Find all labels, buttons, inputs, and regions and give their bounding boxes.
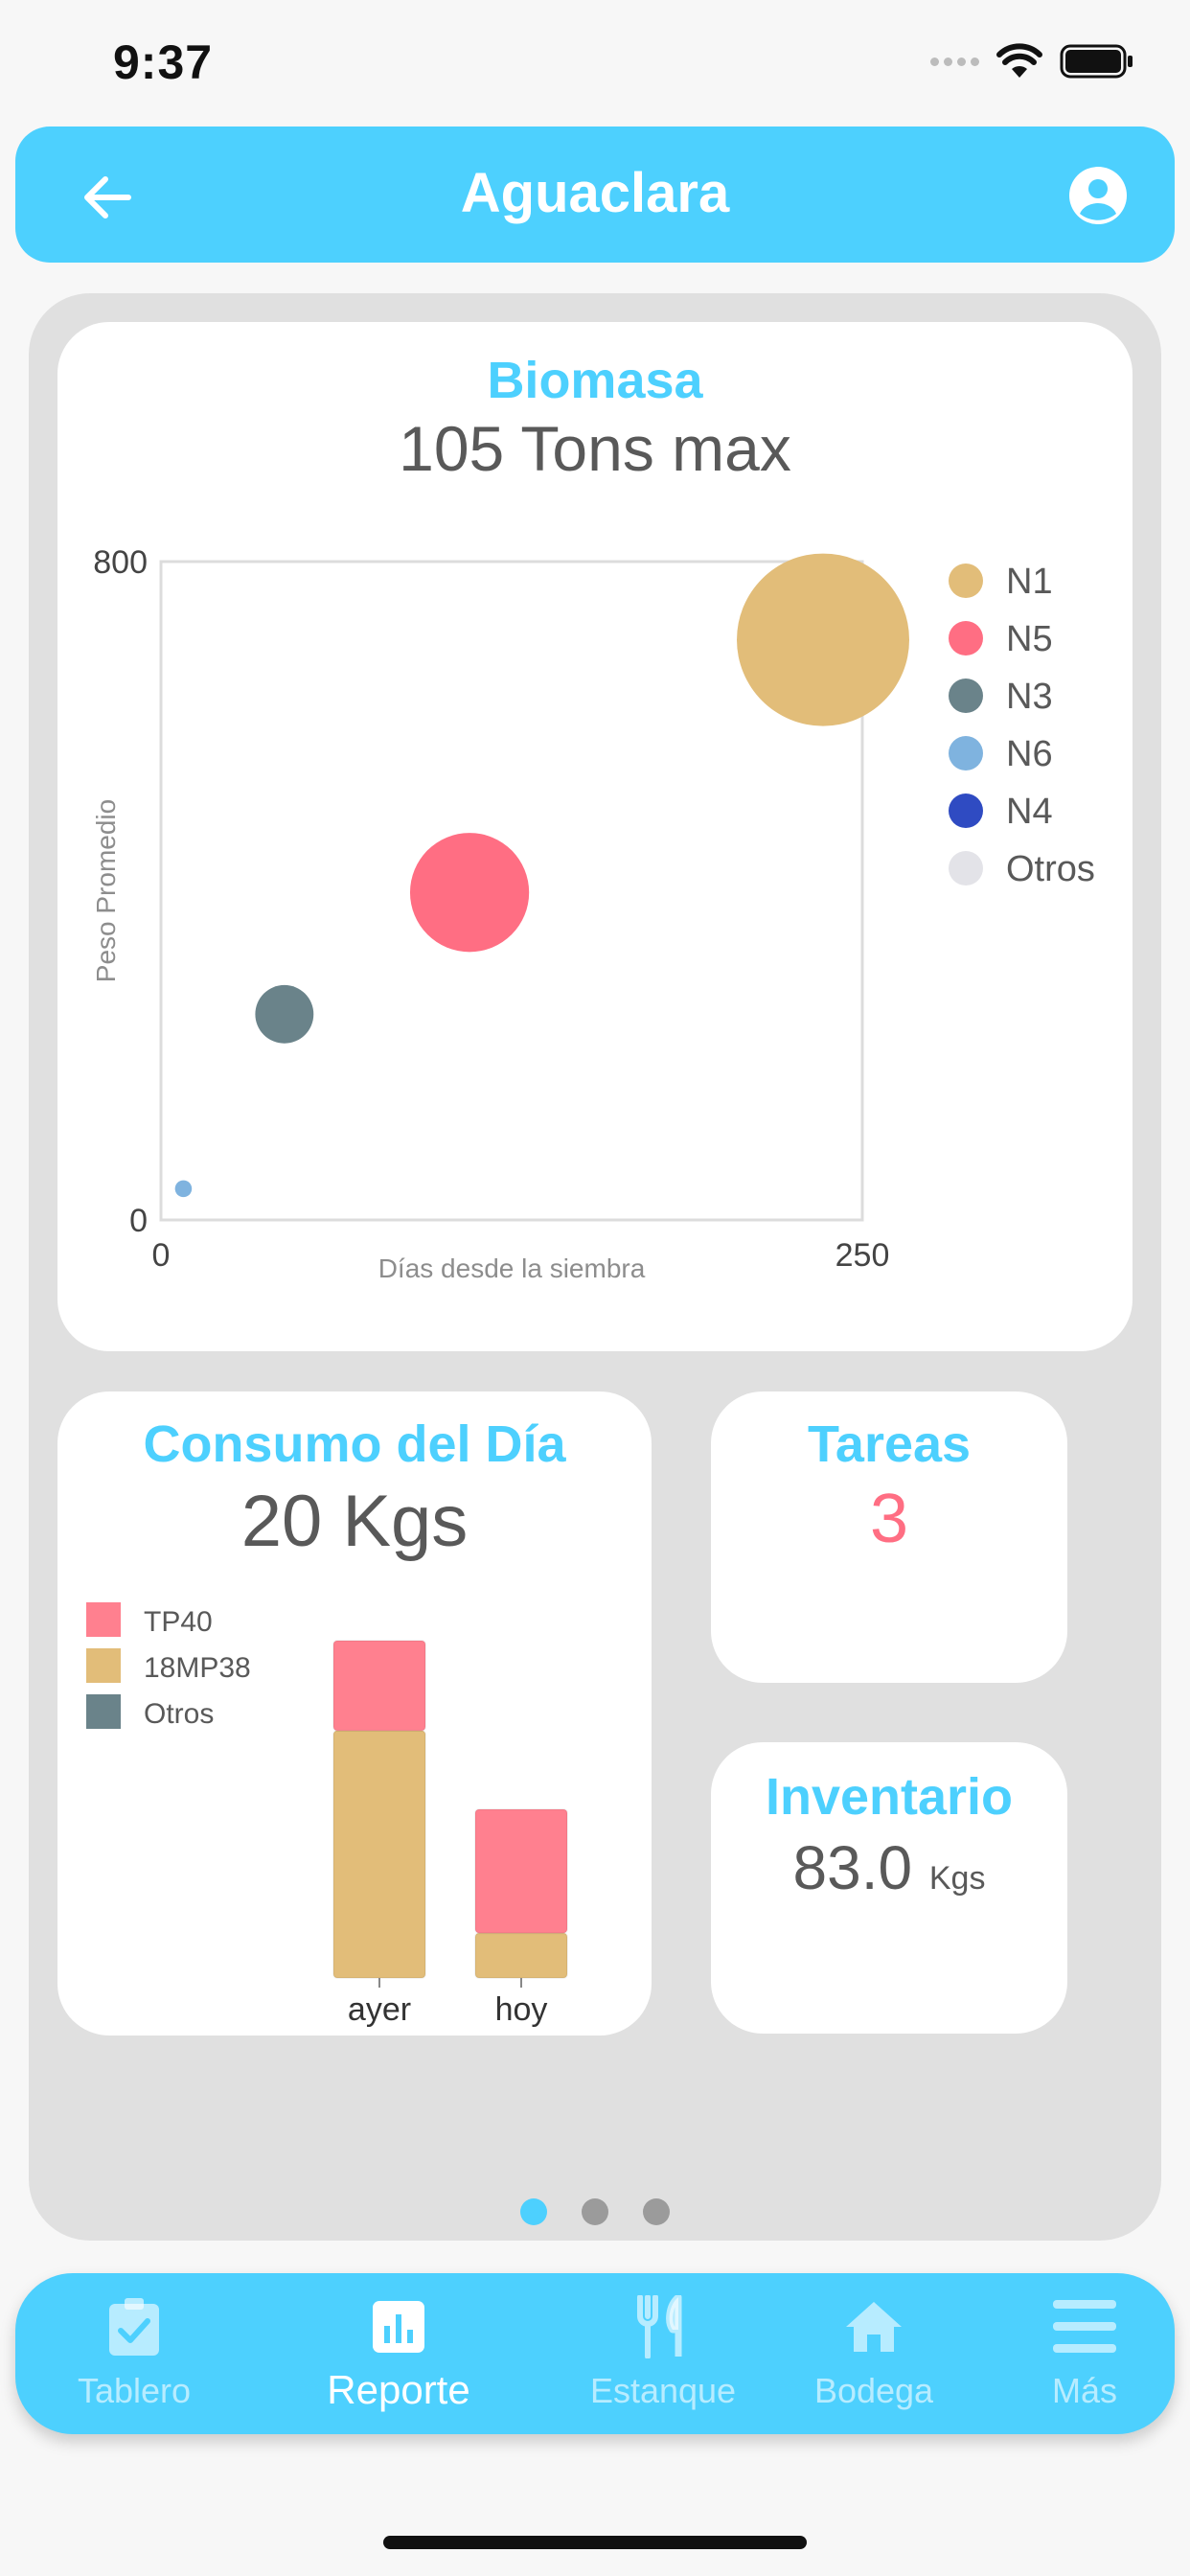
tareas-count: 3 <box>869 1481 909 1557</box>
nav-item-bodega[interactable]: Bodega <box>768 2273 979 2434</box>
status-icons <box>930 42 1134 80</box>
wifi-icon <box>996 43 1042 78</box>
x-axis-label: Días desde la siembra <box>378 1254 646 1283</box>
nav-label: Bodega <box>813 2371 934 2410</box>
nav-label: Tablero <box>77 2371 192 2410</box>
tareas-title: Tareas <box>807 1415 972 1473</box>
legend-label: N6 <box>1006 734 1053 774</box>
bar-segment-18mp38 <box>332 1729 426 1979</box>
legend-swatch <box>949 621 983 656</box>
y-axis-label: Peso Promedio <box>91 799 121 982</box>
home-indicator <box>383 2536 807 2549</box>
biomasa-value: 105 Tons max <box>399 413 791 484</box>
clipboard-check-icon <box>29 2292 240 2361</box>
inventario-unit: Kgs <box>928 1860 986 1897</box>
legend-swatch <box>949 564 983 598</box>
profile-button[interactable] <box>1060 157 1136 234</box>
legend-label: N5 <box>1006 619 1053 659</box>
legend-label: N4 <box>1006 792 1053 832</box>
bottom-navigation: Tablero Reporte Estanque Bodega Más <box>15 2273 1175 2434</box>
x-tick-label: hoy <box>495 1991 548 2028</box>
legend-swatch <box>949 678 983 713</box>
status-time: 9:37 <box>113 35 214 89</box>
pager-dot[interactable] <box>520 2198 547 2225</box>
biomasa-title: Biomasa <box>487 352 703 409</box>
menu-icon <box>979 2292 1190 2361</box>
cellular-signal-icon <box>930 57 979 66</box>
inventario-value: 83.0 <box>792 1833 913 1902</box>
nav-label: Estanque <box>589 2371 737 2410</box>
legend-swatch <box>949 794 983 828</box>
inventario-title: Inventario <box>765 1768 1014 1826</box>
pager-dot[interactable] <box>643 2198 670 2225</box>
biomasa-card[interactable]: Biomasa 105 Tons max 800 0 0 250 Días desde … <box>57 322 1133 1351</box>
bar-segment-tp40 <box>474 1808 568 1935</box>
biomasa-scatter-chart: 800 00 250 Días desde la siembra Peso Promed… <box>91 544 1095 1283</box>
nav-item-estanque[interactable]: Estanque <box>558 2273 768 2434</box>
data-point-n1 <box>737 553 910 726</box>
app-header: Aguaclara <box>15 126 1175 263</box>
x-tick-label: 250 <box>835 1237 890 1274</box>
legend-label: TP40 <box>144 1606 213 1638</box>
data-point-n3 <box>255 984 314 1044</box>
nav-item-mas[interactable]: Más <box>979 2273 1190 2434</box>
data-point-n6 <box>174 1180 193 1198</box>
consumo-value: 20 Kgs <box>240 1481 469 1562</box>
nav-label: Más <box>1051 2371 1117 2410</box>
user-circle-icon <box>1069 167 1127 224</box>
x-tick-label: 0 <box>152 1237 171 1274</box>
legend-swatch <box>86 1602 121 1637</box>
consumo-bar-chart: TP40 18MP38 Otros ayer hoy <box>86 1602 568 2028</box>
legend-swatch <box>949 736 983 770</box>
inventario-value-row: 83.0 Kgs <box>711 1832 1067 1903</box>
inventario-card[interactable]: Inventario 83.0 Kgs <box>711 1742 1067 2034</box>
legend-swatch <box>86 1648 121 1683</box>
consumo-card[interactable]: Consumo del Día 20 Kgs TP40 18MP38 Otros ay… <box>57 1392 652 2036</box>
nav-item-tablero[interactable]: Tablero <box>29 2273 240 2434</box>
legend-swatch <box>949 851 983 886</box>
y-tick-label: 800 <box>93 544 148 581</box>
y-tick-label: 0 <box>129 1203 148 1239</box>
nav-label: Reporte <box>327 2367 470 2412</box>
legend-label: Otros <box>144 1698 214 1730</box>
bar-segment-tp40 <box>332 1640 426 1732</box>
tareas-card[interactable]: Tareas 3 <box>711 1392 1067 1683</box>
back-button[interactable] <box>69 159 146 236</box>
legend-swatch <box>86 1694 121 1729</box>
consumo-title: Consumo del Día <box>143 1415 566 1473</box>
data-point-n5 <box>409 833 530 953</box>
bar-chart-icon <box>293 2292 504 2361</box>
legend-label: Otros <box>1006 849 1095 889</box>
pager-dot[interactable] <box>582 2198 608 2225</box>
legend-label: N3 <box>1006 677 1053 717</box>
battery-icon <box>1060 44 1133 79</box>
legend-label: 18MP38 <box>144 1652 251 1684</box>
page-indicator <box>0 2198 1190 2225</box>
plot-frame <box>159 560 864 1222</box>
arrow-left-icon <box>84 176 131 218</box>
page-title: Aguaclara <box>460 162 730 224</box>
x-tick-label: ayer <box>348 1991 411 2028</box>
home-icon <box>768 2292 979 2361</box>
nav-item-reporte[interactable]: Reporte <box>293 2273 504 2434</box>
fork-knife-icon <box>558 2292 768 2361</box>
bar-segment-18mp38 <box>474 1932 568 1979</box>
legend-label: N1 <box>1006 562 1053 602</box>
